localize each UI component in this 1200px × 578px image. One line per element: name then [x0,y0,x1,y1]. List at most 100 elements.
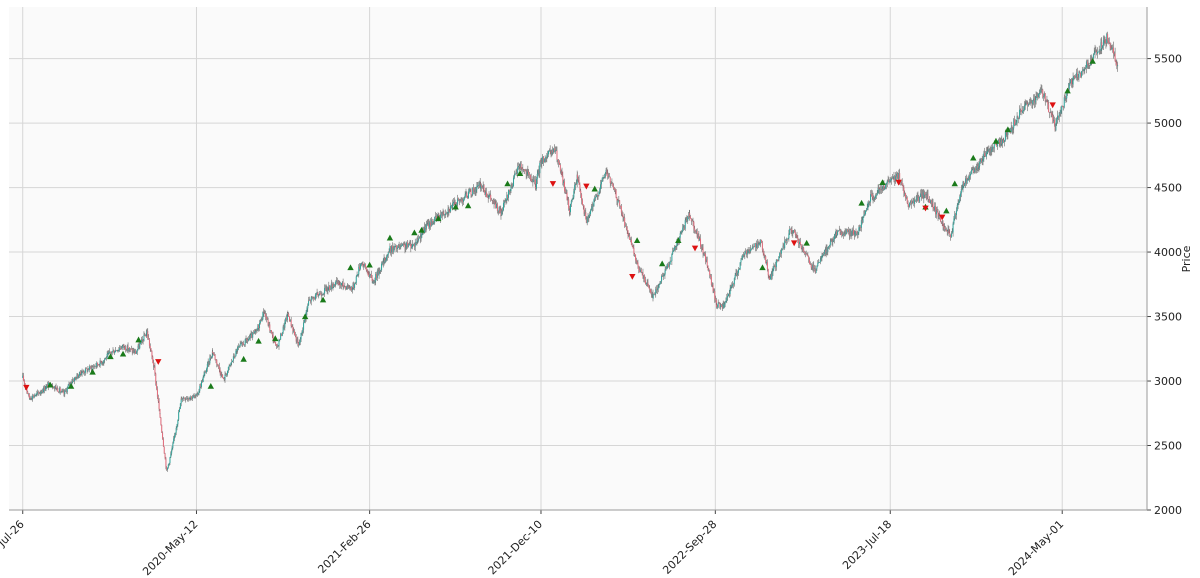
candle-body [386,254,388,257]
candle-body [693,221,695,229]
candle-body [893,175,895,180]
candle-body [1016,116,1018,123]
candle-body [359,264,361,269]
candle-body [1058,112,1060,118]
candle-body [1028,103,1030,106]
y-tick-label: 3500 [1154,311,1182,324]
candle-body [906,197,908,204]
candle-body [745,251,747,253]
candle-body [78,375,80,378]
candle-body [812,265,814,269]
candle-body [793,230,795,232]
candle-body [558,162,560,165]
candle-body [911,203,913,205]
candle-body [611,182,613,184]
y-tick-label: 5500 [1154,53,1182,66]
candle-body [441,211,443,216]
candle-body [881,188,883,191]
candle-body [1090,59,1092,63]
candle-body [1085,67,1087,69]
candle-body [501,210,503,216]
candle-body [648,285,650,289]
candle-body [761,240,763,243]
buy-signal-marker [452,203,459,210]
candle-body [423,228,425,233]
candle-body [515,171,517,174]
candle-body [520,163,522,168]
candle-body [123,344,125,348]
candle-body [165,458,167,468]
candle-body [270,330,272,333]
candle-body [792,231,794,234]
candle-body [351,288,353,291]
candle-body [276,345,278,347]
candle-body [89,366,91,370]
candle-body [369,275,371,277]
candle-body [1010,126,1012,133]
candle-body [453,201,455,203]
candle-body [54,386,56,388]
candle-body [166,467,168,470]
candle-body [793,230,795,233]
candle-body [1020,108,1022,111]
candle-body [71,382,73,384]
candle-body [903,187,905,194]
candle-body [586,217,588,224]
candle-body [905,197,907,199]
candle-body [941,221,943,224]
candle-body [220,373,222,376]
candle-body [1074,76,1076,78]
candle-body [1096,51,1098,54]
candle-body [972,168,974,170]
candle-body [669,261,671,265]
candle-body [210,357,212,359]
candle-body [171,450,173,454]
candle-body [896,173,898,178]
candle-body [200,386,202,387]
candle-body [852,229,854,232]
candle-body [424,226,426,229]
candle-body [170,453,172,458]
candle-body [619,200,621,206]
candle-body [1042,89,1044,97]
candle-body [131,349,133,353]
candle-body [822,254,824,256]
candle-body [735,272,737,276]
candle-body [924,192,926,195]
y-tick-label: 2500 [1154,440,1182,453]
candle-body [931,202,933,204]
candle-body [587,217,589,219]
candle-body [630,239,632,245]
candle-body [150,348,152,352]
candle-body [901,182,903,186]
candle-body [303,319,305,323]
candle-body [95,365,97,367]
candle-body [593,199,595,207]
candle-body [238,346,240,347]
candle-body [1107,33,1109,41]
candle-body [61,390,63,392]
candle-body [860,220,862,228]
candle-body [354,283,356,284]
candle-body [1083,68,1085,71]
candle-body [835,230,837,237]
candle-body [748,250,750,251]
candle-body [719,303,721,308]
candle-body [435,216,437,218]
candle-body [542,156,544,162]
buy-signal-marker [107,353,114,360]
candle-body [529,174,531,179]
candle-body [1004,140,1006,143]
candle-body [474,189,476,193]
candle-body [944,227,946,230]
candle-body [985,151,987,157]
candle-body [222,377,224,379]
candle-body [84,368,86,373]
candle-body [531,181,533,182]
candle-body [47,384,49,388]
candle-body [885,184,887,189]
candle-body [726,297,728,301]
candle-body [244,339,246,345]
candle-body [649,288,651,290]
candle-body [683,225,685,229]
